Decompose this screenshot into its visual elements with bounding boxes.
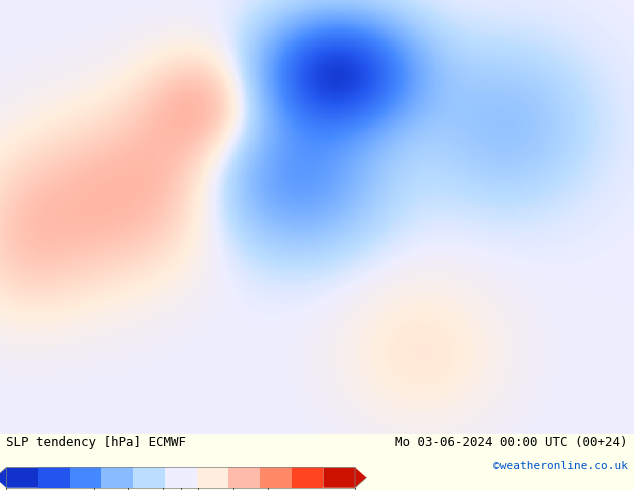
Polygon shape xyxy=(133,467,165,488)
Polygon shape xyxy=(101,467,133,488)
Text: ©weatheronline.co.uk: ©weatheronline.co.uk xyxy=(493,461,628,471)
Polygon shape xyxy=(292,467,323,488)
Polygon shape xyxy=(0,467,38,488)
Polygon shape xyxy=(38,467,70,488)
Polygon shape xyxy=(197,467,228,488)
Text: Mo 03-06-2024 00:00 UTC (00+24): Mo 03-06-2024 00:00 UTC (00+24) xyxy=(395,437,628,449)
Polygon shape xyxy=(70,467,101,488)
Polygon shape xyxy=(260,467,292,488)
Text: SLP tendency [hPa] ECMWF: SLP tendency [hPa] ECMWF xyxy=(6,437,186,449)
Polygon shape xyxy=(165,467,197,488)
Polygon shape xyxy=(228,467,260,488)
Polygon shape xyxy=(323,467,366,488)
